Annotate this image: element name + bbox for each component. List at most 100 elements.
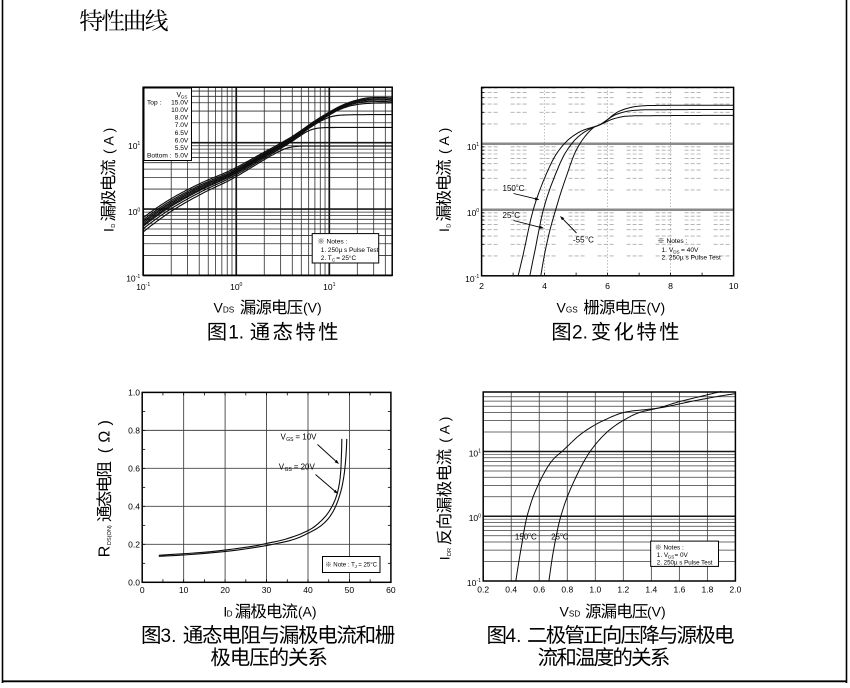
svg-text:0.8: 0.8 xyxy=(561,584,573,594)
svg-text:50: 50 xyxy=(345,585,355,595)
svg-text:C: C xyxy=(588,235,594,244)
svg-text:10: 10 xyxy=(467,578,477,588)
svg-text:0.4: 0.4 xyxy=(128,501,140,511)
svg-text:30: 30 xyxy=(262,585,272,595)
svg-text:GS: GS xyxy=(668,555,675,560)
svg-text:10: 10 xyxy=(128,207,138,217)
svg-text:DS: DS xyxy=(223,305,235,314)
svg-text:-1: -1 xyxy=(476,578,481,584)
svg-text:GS: GS xyxy=(286,437,294,443)
svg-text:1.2: 1.2 xyxy=(617,584,629,594)
svg-text:V: V xyxy=(560,603,570,619)
svg-text:C: C xyxy=(531,533,537,542)
svg-text:(Ω): (Ω) xyxy=(97,415,114,453)
svg-text:o: o xyxy=(528,532,531,537)
svg-text:-1: -1 xyxy=(146,282,151,288)
svg-text:1.6: 1.6 xyxy=(673,584,685,594)
svg-text:GS: GS xyxy=(566,305,578,314)
svg-text:DR: DR xyxy=(447,548,453,556)
svg-text:0.8: 0.8 xyxy=(128,425,140,435)
svg-text:o: o xyxy=(516,183,519,188)
svg-text:I: I xyxy=(436,228,452,232)
svg-text:1.8: 1.8 xyxy=(701,584,713,594)
svg-text:Top :: Top : xyxy=(147,100,161,107)
svg-text:4: 4 xyxy=(542,281,547,291)
svg-text:10: 10 xyxy=(136,282,146,292)
svg-text:2. 250µ s Pulse Test: 2. 250µ s Pulse Test xyxy=(657,560,713,567)
svg-text:0.6: 0.6 xyxy=(128,463,140,473)
svg-text:1. 250µ s Pulse Test: 1. 250µ s Pulse Test xyxy=(321,247,379,254)
svg-text:D: D xyxy=(446,224,452,228)
svg-text:D: D xyxy=(227,609,233,618)
svg-text:10: 10 xyxy=(729,281,739,291)
svg-text:1.4: 1.4 xyxy=(645,584,657,594)
svg-text:C: C xyxy=(563,533,569,542)
svg-text:25: 25 xyxy=(503,211,512,220)
svg-text:6.5V: 6.5V xyxy=(175,130,189,137)
svg-text:= 10V: = 10V xyxy=(295,433,317,442)
svg-text:= 25°C: = 25°C xyxy=(336,254,356,262)
svg-text:0.2: 0.2 xyxy=(128,539,140,549)
svg-text:Note : T: Note : T xyxy=(333,562,355,569)
svg-text:C: C xyxy=(519,184,525,193)
svg-text:10: 10 xyxy=(469,449,479,459)
svg-text:2. T: 2. T xyxy=(321,255,332,262)
svg-text:1: 1 xyxy=(333,282,336,288)
svg-text:0: 0 xyxy=(476,208,479,214)
svg-text:0.4: 0.4 xyxy=(505,584,517,594)
svg-text:(A): (A) xyxy=(436,124,452,154)
svg-text:V: V xyxy=(214,299,224,315)
svg-text:V: V xyxy=(279,463,285,472)
svg-text:1.0: 1.0 xyxy=(589,584,601,594)
svg-text:= 40V: = 40V xyxy=(681,247,699,254)
svg-text:2.0: 2.0 xyxy=(729,584,741,594)
svg-text:3.: 3. xyxy=(161,626,177,647)
svg-text:D: D xyxy=(111,224,117,228)
svg-text:(V): (V) xyxy=(647,299,666,315)
svg-text:V: V xyxy=(557,299,567,315)
svg-text:o: o xyxy=(560,532,563,537)
svg-text:I: I xyxy=(101,228,117,232)
svg-text:1. V: 1. V xyxy=(662,247,674,254)
svg-text:10: 10 xyxy=(179,585,189,595)
svg-text:DS(ON): DS(ON) xyxy=(107,525,113,545)
svg-text:10: 10 xyxy=(323,282,333,292)
svg-text:1.0: 1.0 xyxy=(128,387,140,397)
svg-text:GS: GS xyxy=(181,95,188,100)
svg-text:150: 150 xyxy=(515,533,529,542)
svg-text:150: 150 xyxy=(503,184,517,193)
svg-text:10: 10 xyxy=(465,274,475,284)
svg-text:Notes :: Notes : xyxy=(667,238,688,245)
svg-text:= 20V: = 20V xyxy=(294,463,316,472)
svg-text:-1: -1 xyxy=(136,274,141,280)
svg-text:2: 2 xyxy=(479,281,484,291)
svg-text:SD: SD xyxy=(569,609,580,618)
svg-text:40: 40 xyxy=(303,585,313,595)
svg-text:= 0V: = 0V xyxy=(675,552,689,559)
svg-text:10: 10 xyxy=(126,274,136,284)
svg-text:10: 10 xyxy=(467,142,477,152)
svg-text:1.: 1. xyxy=(228,323,244,344)
svg-text:o: o xyxy=(512,210,515,215)
svg-text:Notes :: Notes : xyxy=(664,545,684,552)
svg-text:6: 6 xyxy=(605,281,610,291)
svg-text:6.0V: 6.0V xyxy=(175,137,189,144)
svg-text:0.0: 0.0 xyxy=(128,577,140,587)
svg-text:1: 1 xyxy=(137,141,140,147)
svg-text:-1: -1 xyxy=(475,274,480,280)
svg-text:20: 20 xyxy=(220,585,230,595)
svg-text:1. V: 1. V xyxy=(657,552,669,559)
svg-text:0: 0 xyxy=(137,207,140,213)
svg-text:7.0V: 7.0V xyxy=(175,122,189,129)
svg-text:= 25°C: = 25°C xyxy=(358,562,377,569)
svg-text:0: 0 xyxy=(140,585,145,595)
svg-text:V: V xyxy=(177,92,182,99)
svg-text:0.2: 0.2 xyxy=(477,584,489,594)
svg-text:(V): (V) xyxy=(303,299,322,315)
svg-text:25: 25 xyxy=(551,533,560,542)
svg-text:(V): (V) xyxy=(647,603,666,619)
svg-text:10.0V: 10.0V xyxy=(171,107,189,114)
svg-text:V: V xyxy=(281,433,287,442)
svg-text:(A): (A) xyxy=(437,413,453,443)
svg-text:4.: 4. xyxy=(506,626,522,647)
